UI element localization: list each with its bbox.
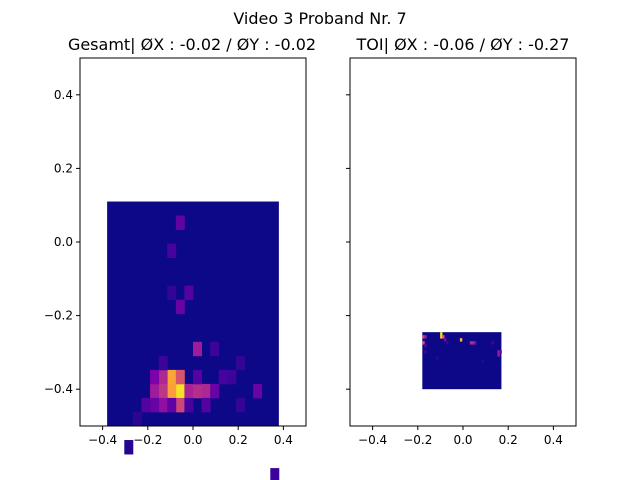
heatmap-cell [158, 355, 168, 371]
heatmap-cell [210, 341, 220, 357]
heatmap-cell [440, 332, 443, 336]
heatmap-cell [175, 299, 185, 315]
x-tick-label: 0.2 [229, 433, 248, 447]
y-tick-label: 0.0 [54, 235, 73, 249]
heatmap-cell [201, 383, 211, 399]
heatmap-cell [175, 369, 185, 385]
heatmap-cell [471, 341, 475, 345]
x-tick-label: 0.4 [544, 433, 563, 447]
heatmap-cell [167, 243, 177, 259]
left-heatmap-cells [107, 201, 280, 480]
x-tick-label: 0.4 [274, 433, 293, 447]
y-tick-label: −0.2 [44, 309, 73, 323]
heatmap-cell [422, 335, 425, 339]
heatmap-cell [193, 369, 202, 385]
heatmap-cell [124, 440, 134, 455]
heatmap-cell [158, 369, 168, 385]
heatmap-cell [167, 369, 177, 385]
heatmap-cell [235, 355, 245, 371]
heatmap-cell [150, 369, 160, 385]
left-plot-frame [79, 57, 307, 427]
heatmap-cell [201, 397, 211, 413]
heatmap-cell [497, 350, 500, 354]
heatmap-cell [167, 285, 177, 301]
y-tick-label: −0.4 [44, 382, 73, 396]
heatmap-cell [424, 344, 427, 348]
heatmap-cell [150, 383, 160, 399]
right-x-axis: −0.4 −0.2 0.0 0.2 0.4 [358, 426, 563, 447]
heatmap-cell [444, 338, 447, 342]
y-tick-label: 0.2 [54, 161, 73, 175]
right-plot-title: TOI| ØX : -0.06 / ØY : -0.27 [356, 35, 570, 54]
heatmap-cell [158, 383, 168, 399]
heatmap-cell [184, 285, 194, 301]
heatmap-cell [175, 397, 185, 413]
left-x-axis: −0.4 −0.2 0.0 0.2 0.4 [88, 426, 293, 447]
heatmap-cell [497, 353, 500, 357]
heatmap-cell [424, 335, 427, 339]
x-tick-label: 0.0 [453, 433, 472, 447]
heatmap-cell [167, 397, 177, 413]
right-y-axis [346, 94, 350, 390]
heatmap-cell [499, 350, 502, 354]
x-tick-label: −0.4 [358, 433, 387, 447]
heatmap-cell [442, 335, 445, 339]
heatmap-cell [270, 468, 280, 480]
left-plot-title: Gesamt| ØX : -0.02 / ØY : -0.02 [68, 35, 316, 54]
heatmap-cell [473, 341, 477, 345]
x-tick-label: −0.4 [88, 433, 117, 447]
heatmap-cell [184, 383, 194, 399]
heatmap-cell [218, 369, 228, 385]
heatmap-cell [481, 359, 485, 363]
heatmap-cell [193, 341, 202, 357]
heatmap-cell [167, 383, 177, 399]
left-y-axis: −0.4 −0.2 0.0 0.2 0.4 [44, 88, 80, 396]
heatmap-cell [469, 341, 473, 345]
right-heatmap-cells [422, 332, 502, 390]
heatmap-cell [184, 397, 194, 413]
heatmap-cell [150, 397, 160, 413]
heatmap-cell [210, 383, 220, 399]
figure-suptitle: Video 3 Proband Nr. 7 [233, 9, 406, 28]
x-tick-label: 0.0 [183, 433, 202, 447]
heatmap-cell [132, 411, 142, 427]
heatmap-cell [436, 356, 439, 360]
heatmap-cell [175, 215, 185, 230]
heatmap-cell [446, 341, 449, 345]
right-heatmap-background [422, 332, 502, 390]
heatmap-cell [193, 383, 202, 399]
heatmap-cell [422, 341, 425, 345]
heatmap-cell [227, 369, 237, 385]
left-heatmap-plot: −0.4 −0.2 0.0 0.2 0.4 −0.4 −0.2 0.0 0.2 0.4 [44, 57, 307, 480]
heatmap-cell [440, 335, 443, 339]
heatmap-cell [491, 341, 494, 345]
right-heatmap-plot: −0.4 −0.2 0.0 0.2 0.4 [346, 57, 577, 447]
x-tick-label: −0.2 [133, 433, 162, 447]
x-tick-label: −0.2 [403, 433, 432, 447]
heatmap-cell [141, 397, 151, 413]
heatmap-cell [235, 397, 245, 413]
heatmap-cell [459, 338, 463, 342]
y-tick-label: 0.4 [54, 88, 73, 102]
x-tick-label: 0.2 [499, 433, 518, 447]
heatmap-cell [175, 383, 185, 399]
heatmap-cell [424, 350, 427, 354]
right-plot-frame [349, 57, 577, 427]
heatmap-cell [253, 383, 263, 399]
heatmap-cell [158, 397, 168, 413]
